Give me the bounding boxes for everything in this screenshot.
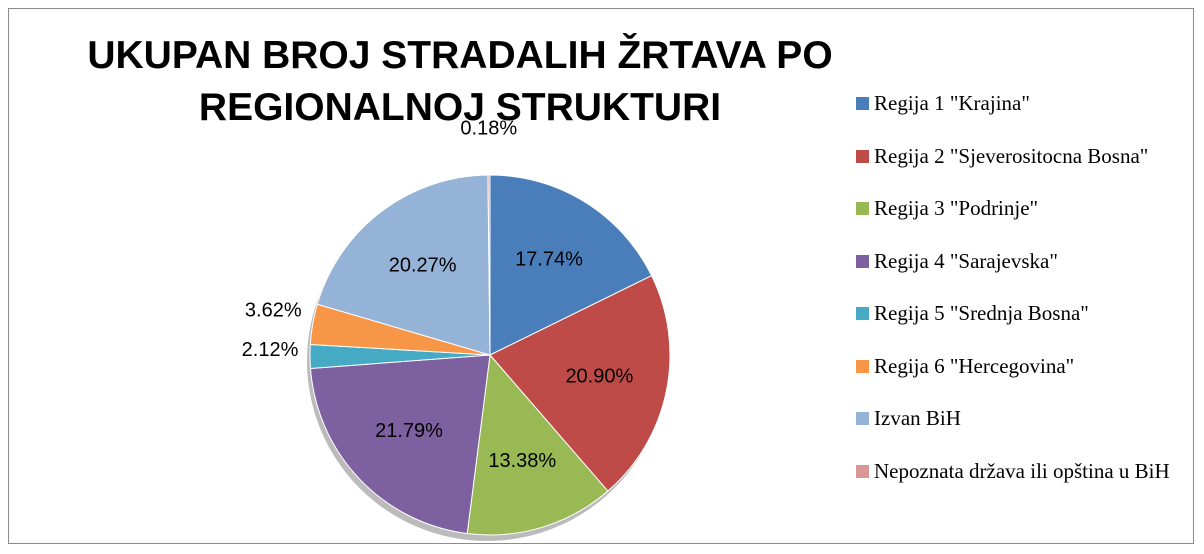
legend-item: Regija 4 "Sarajevska" bbox=[856, 248, 1204, 273]
legend-label: Regija 1 "Krajina" bbox=[874, 91, 1030, 115]
legend-item: Izvan BiH bbox=[856, 406, 1204, 430]
chart-frame bbox=[8, 8, 1194, 544]
slice-label: 2.12% bbox=[242, 339, 299, 361]
pie-slice bbox=[487, 174, 491, 356]
legend-swatch bbox=[856, 202, 869, 215]
pie-slice bbox=[489, 275, 671, 492]
legend-swatch bbox=[856, 412, 869, 425]
pie-slice bbox=[309, 354, 491, 535]
legend-swatch bbox=[856, 254, 869, 268]
legend-swatch bbox=[856, 149, 869, 163]
slice-label: 20.27% bbox=[389, 254, 457, 276]
chart-title: UKUPAN BROJ STRADALIH ŽRTAVA PO REGIONAL… bbox=[87, 34, 833, 129]
legend-label: Regija 2 "Sjeverositocna Bosna" bbox=[874, 143, 1149, 168]
legend-label: Regija 4 "Sarajevska" bbox=[874, 248, 1058, 273]
legend-item: Regija 1 "Krajina" bbox=[856, 91, 1204, 115]
legend-label: Regija 5 "Srednja Bosna" bbox=[874, 301, 1089, 325]
legend-label: Nepoznata država ili opština u BiH bbox=[874, 458, 1170, 483]
legend-item: Regija 2 "Sjeverositocna Bosna" bbox=[856, 143, 1204, 168]
legend-item: Regija 5 "Srednja Bosna" bbox=[856, 301, 1204, 325]
pie-slice bbox=[489, 174, 653, 356]
slice-label: 20.90% bbox=[565, 366, 633, 388]
slice-label: 21.79% bbox=[375, 420, 443, 442]
legend-swatch bbox=[856, 359, 869, 373]
legend-item: Nepoznata država ili opština u BiH bbox=[856, 458, 1204, 483]
pie-slice bbox=[466, 353, 609, 536]
legend-swatch bbox=[856, 307, 869, 320]
slice-label: 0.18% bbox=[460, 117, 517, 139]
legend-label: Izvan BiH bbox=[874, 406, 961, 430]
slice-label: 13.38% bbox=[488, 450, 556, 472]
legend-swatch bbox=[856, 464, 869, 478]
slice-label: 3.62% bbox=[245, 300, 302, 322]
legend-item: Regija 6 "Hercegovina" bbox=[856, 353, 1204, 378]
legend-item: Regija 3 "Podrinje" bbox=[856, 196, 1204, 220]
legend-swatch bbox=[856, 97, 869, 110]
pie-slice bbox=[316, 174, 491, 356]
legend-label: Regija 6 "Hercegovina" bbox=[874, 353, 1075, 378]
legend-label: Regija 3 "Podrinje" bbox=[874, 196, 1039, 220]
slice-label: 17.74% bbox=[515, 249, 583, 271]
